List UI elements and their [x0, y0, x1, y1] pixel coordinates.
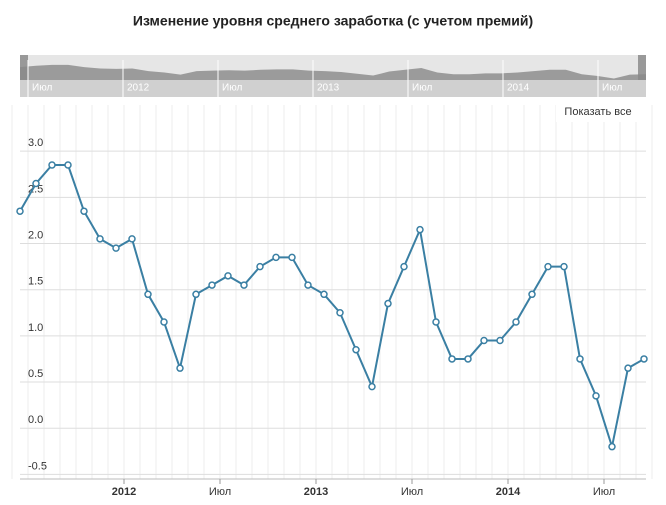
data-point [416, 225, 424, 234]
data-point [368, 382, 376, 391]
navigator-label: Июл [412, 83, 432, 94]
data-point [32, 179, 40, 188]
data-point [336, 309, 344, 317]
data-point [208, 281, 216, 289]
y-tick-label: 1.5 [28, 276, 43, 288]
data-point [256, 262, 264, 271]
data-point [272, 253, 280, 262]
x-tick-label: 2013 [304, 486, 328, 498]
data-point [592, 392, 600, 400]
x-tick-label: 2012 [112, 486, 136, 498]
data-point [128, 235, 136, 243]
data-point [320, 290, 328, 299]
data-point [432, 318, 440, 326]
data-point [176, 364, 184, 372]
data-point [512, 318, 520, 326]
data-point [192, 290, 200, 299]
data-point [96, 235, 104, 243]
data-point [352, 345, 360, 354]
navigator-axis [20, 80, 646, 97]
chart-title: Изменение уровня среднего заработка (с у… [133, 13, 533, 29]
data-point [400, 262, 408, 271]
data-point [80, 207, 88, 215]
data-point [576, 355, 584, 363]
x-tick-label: Июл [401, 486, 423, 498]
data-point [608, 442, 616, 451]
y-tick-label: -0.5 [28, 460, 47, 472]
y-tick-label: 1.0 [28, 322, 43, 334]
navigator-label: Июл [602, 83, 622, 94]
data-point [640, 355, 648, 363]
x-tick-label: 2014 [496, 486, 521, 498]
data-point [384, 299, 392, 308]
data-point [624, 364, 632, 372]
data-point [144, 290, 152, 299]
data-point [64, 161, 72, 169]
data-point [560, 262, 568, 271]
navigator-label: Июл [32, 83, 52, 94]
y-tick-label: 2.0 [28, 229, 43, 241]
data-point [112, 244, 120, 252]
data-point [528, 290, 536, 299]
data-point [224, 272, 232, 280]
data-point [304, 281, 312, 289]
y-tick-label: 0.5 [28, 368, 43, 380]
y-tick-label: 0.0 [28, 414, 43, 426]
data-point [160, 318, 168, 326]
navigator-label: 2013 [317, 83, 340, 94]
data-point [240, 281, 248, 289]
series-line [19, 164, 645, 451]
data-point [480, 336, 488, 345]
x-tick-label: Июл [209, 486, 231, 498]
x-tick-label: Июл [593, 486, 615, 498]
data-point [48, 161, 56, 169]
data-point [16, 207, 24, 215]
data-point [464, 355, 472, 363]
navigator-label: Июл [222, 83, 242, 94]
data-point [496, 336, 504, 345]
data-point [288, 253, 296, 262]
reset-label[interactable]: Показать все [564, 106, 631, 118]
reset-button[interactable] [556, 102, 640, 122]
data-point [544, 262, 552, 271]
navigator-label: 2014 [507, 83, 530, 94]
y-tick-label: 3.0 [28, 137, 43, 149]
navigator-label: 2012 [127, 83, 150, 94]
data-point [448, 355, 456, 363]
